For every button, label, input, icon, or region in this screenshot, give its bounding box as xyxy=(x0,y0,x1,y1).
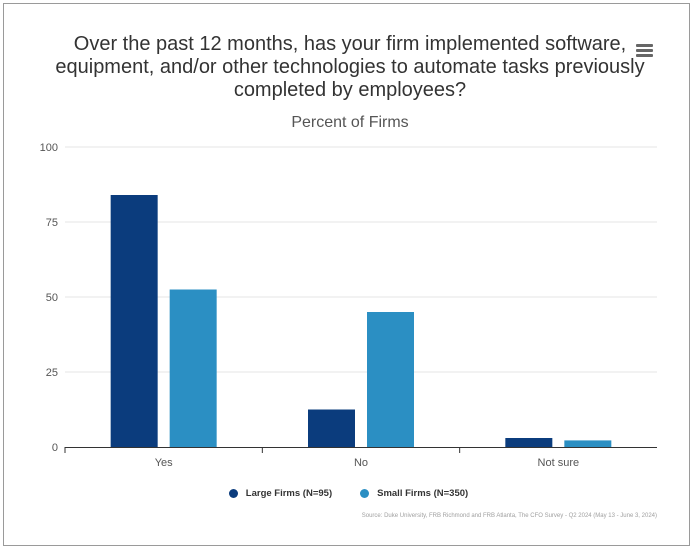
legend-marker-small-firms xyxy=(360,489,370,498)
legend-label-large-firms: Large Firms (N=95) xyxy=(245,488,333,499)
legend-label-small-firms: Small Firms (N=350) xyxy=(377,488,469,499)
x-tick-label: No xyxy=(354,457,368,469)
y-tick-label: 25 xyxy=(46,367,58,379)
x-tick-label: Yes xyxy=(155,457,173,469)
bar-large-firms-yes[interactable] xyxy=(110,195,158,447)
x-tick-label: Not sure xyxy=(538,457,580,469)
bar-small-firms-no[interactable] xyxy=(367,312,414,447)
chart-subtitle: Percent of Firms xyxy=(291,114,409,131)
bar-large-firms-no[interactable] xyxy=(308,409,355,448)
y-tick-label: 75 xyxy=(46,217,58,229)
legend-item-small-firms[interactable]: Small Firms (N=350) xyxy=(360,488,468,499)
source-note: Source: Duke University, FRB Richmond an… xyxy=(361,513,657,519)
y-tick-label: 50 xyxy=(46,292,58,304)
legend-item-large-firms[interactable]: Large Firms (N=95) xyxy=(228,488,333,499)
bar-large-firms-not-sure[interactable] xyxy=(505,438,553,447)
hamburger-menu-icon[interactable] xyxy=(636,44,653,58)
legend-marker-large-firms xyxy=(228,489,238,498)
y-tick-label: 0 xyxy=(52,442,58,454)
bar-small-firms-yes[interactable] xyxy=(169,289,217,448)
y-tick-label: 100 xyxy=(40,142,58,154)
chart-title: Over the past 12 months, has your firm i… xyxy=(55,33,645,101)
chart-legend: Large Firms (N=95) Small Firms (N=350) xyxy=(0,488,697,499)
bar-small-firms-not-sure[interactable] xyxy=(564,440,612,447)
